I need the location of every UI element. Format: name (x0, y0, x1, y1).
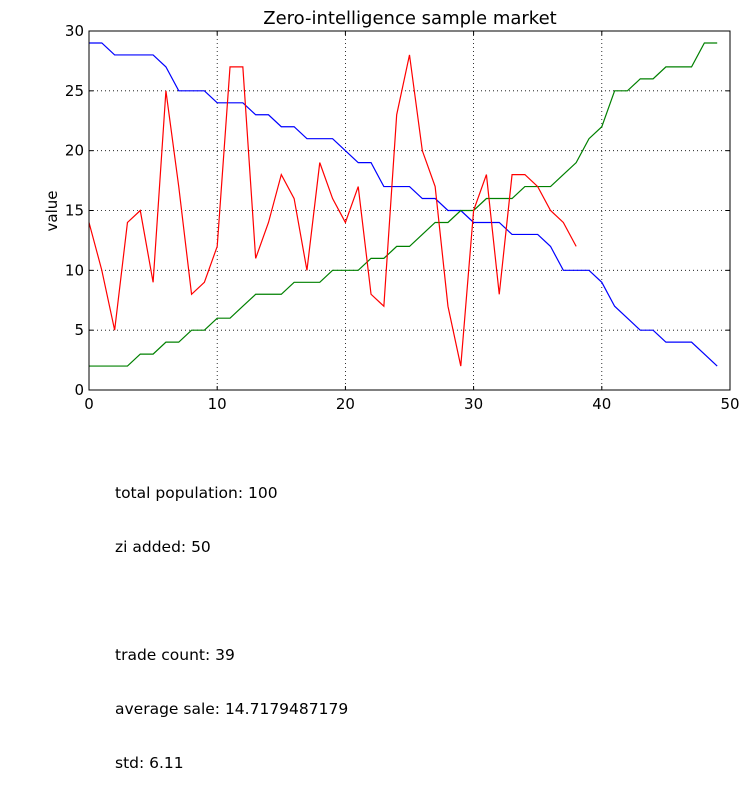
total-population: total population: 100 (115, 484, 278, 502)
series-layer (88, 42, 718, 367)
x-tick-label: 30 (464, 395, 483, 413)
trade-count: trade count: 39 (115, 646, 235, 664)
y-tick-label: 10 (65, 261, 84, 279)
chart-title: Zero-intelligence sample market (263, 8, 556, 29)
x-tick-label: 50 (720, 395, 739, 413)
y-tick-label: 15 (65, 202, 84, 220)
y-tick-label: 20 (65, 142, 84, 160)
zi-added: zi added: 50 (115, 538, 211, 556)
y-tick-label: 5 (74, 321, 84, 339)
average-sale: average sale: 14.7179487179 (115, 700, 349, 718)
x-tick-label: 0 (84, 395, 94, 413)
y-tick-label: 0 (74, 381, 84, 399)
chart-figure: Zero-intelligence sample market 0 10 20 30 4… (43, 8, 740, 413)
x-tick-label: 20 (336, 395, 355, 413)
series-line-2 (89, 42, 718, 367)
ticks: 0 10 20 30 40 50 0 5 10 15 20 25 30 (65, 22, 740, 413)
x-tick-label: 40 (592, 395, 611, 413)
x-tick-label: 10 (208, 395, 227, 413)
y-tick-label: 30 (65, 22, 84, 40)
spacer (115, 592, 348, 610)
grid (89, 31, 730, 390)
y-tick-label: 25 (65, 82, 84, 100)
stats-panel: total population: 100 zi added: 50 trade… (115, 448, 348, 790)
std: std: 6.11 (115, 754, 184, 772)
series-line-3 (88, 54, 577, 367)
series-line-1 (89, 42, 718, 367)
y-axis-label: value (43, 191, 61, 232)
